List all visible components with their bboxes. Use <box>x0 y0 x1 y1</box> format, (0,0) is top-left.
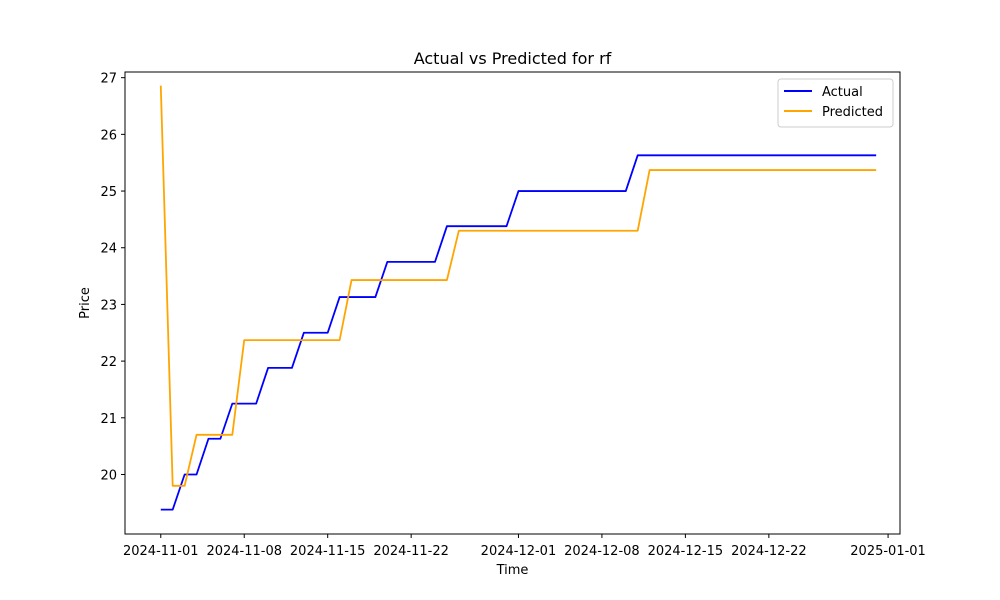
x-tick-label: 2024-11-08 <box>206 544 282 559</box>
series-line-predicted <box>159 85 877 487</box>
y-tick-label: 21 <box>100 412 117 427</box>
y-tick-label: 27 <box>100 72 117 87</box>
x-tick-label: 2024-11-22 <box>373 544 449 559</box>
y-tick-label: 24 <box>100 242 117 257</box>
y-axis-label: Price <box>78 287 93 319</box>
series-layer <box>159 85 877 511</box>
x-tick-label: 2024-12-22 <box>731 544 807 559</box>
legend-label-predicted: Predicted <box>822 105 883 120</box>
legend-label-actual: Actual <box>822 85 863 100</box>
x-tick-label: 2024-11-15 <box>290 544 366 559</box>
x-axis-label: Time <box>496 563 529 578</box>
y-tick-label: 26 <box>100 128 117 143</box>
chart-title: Actual vs Predicted for rf <box>414 49 612 68</box>
y-axis: 20 21 22 23 24 25 26 27 <box>100 72 125 483</box>
y-tick-label: 23 <box>100 298 117 313</box>
x-tick-label: 2024-12-15 <box>648 544 724 559</box>
legend: Actual Predicted <box>777 78 894 128</box>
y-tick-label: 25 <box>100 185 117 200</box>
x-tick-label: 2024-12-08 <box>564 544 640 559</box>
x-tick-label: 2024-12-01 <box>481 544 557 559</box>
series-line-actual <box>160 154 877 511</box>
y-tick-label: 20 <box>100 468 117 483</box>
y-tick-label: 22 <box>100 355 117 370</box>
x-axis: 2024-11-01 2024-11-08 2024-11-15 2024-11-22… <box>123 534 926 559</box>
x-tick-label: 2024-11-01 <box>123 544 199 559</box>
x-tick-label: 2025-01-01 <box>850 544 926 559</box>
plot-frame <box>124 71 901 535</box>
